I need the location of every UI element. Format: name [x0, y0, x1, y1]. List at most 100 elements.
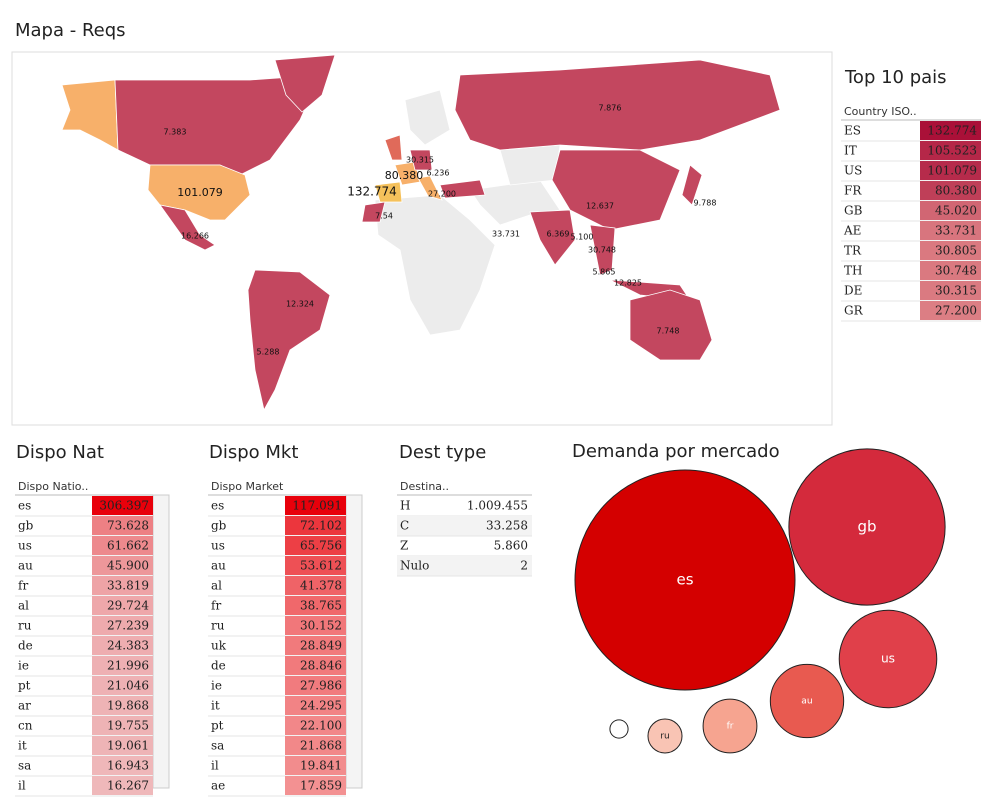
- map-label: 9.788: [694, 199, 717, 208]
- row-value: 72.102: [300, 519, 342, 533]
- dispo-nat-title: Dispo Nat: [16, 442, 104, 463]
- country: [409, 149, 433, 171]
- country: [454, 59, 781, 151]
- heat-cell: [92, 516, 153, 535]
- row-key: es: [211, 499, 224, 513]
- row-value: 33.258: [486, 519, 528, 533]
- heat-cell: [920, 201, 981, 220]
- row-value: 38.765: [300, 599, 342, 613]
- row-value: 33.731: [935, 224, 977, 238]
- row-key: al: [211, 579, 222, 593]
- row-key: il: [211, 759, 219, 773]
- row-value: 5.860: [494, 539, 528, 553]
- heat-cell: [920, 161, 981, 180]
- row-band: [397, 516, 532, 536]
- row-key: de: [18, 639, 33, 653]
- row-key: uk: [211, 639, 227, 653]
- map-label: 5.865: [593, 268, 616, 277]
- row-key: US: [844, 164, 862, 178]
- bubble-label: us: [881, 652, 895, 666]
- row-key: TH: [844, 264, 862, 278]
- row-key: Nulo: [400, 559, 429, 573]
- row-key: AE: [843, 224, 861, 238]
- table-header: Country ISO..: [844, 105, 917, 118]
- heat-cell: [920, 261, 981, 280]
- heat-cell: [920, 181, 981, 200]
- country: [589, 224, 616, 276]
- map-label: 16.266: [181, 232, 209, 241]
- row-value: 27.239: [107, 619, 149, 633]
- heat-cell: [92, 676, 153, 695]
- row-value: 41.378: [300, 579, 342, 593]
- dispo-mkt-title: Dispo Mkt: [209, 442, 298, 463]
- heat-cell: [92, 636, 153, 655]
- table-header: Dispo Market: [211, 480, 284, 493]
- row-key: ae: [211, 779, 225, 793]
- row-key: sa: [211, 739, 224, 753]
- map-label: 12.825: [614, 279, 642, 288]
- row-value: 19.841: [300, 759, 342, 773]
- bubble: [647, 718, 683, 754]
- heat-cell: [285, 596, 346, 615]
- country: [247, 269, 331, 412]
- row-value: 30.805: [935, 244, 977, 258]
- heat-cell: [92, 656, 153, 675]
- country: [681, 164, 703, 206]
- table-header: Destina..: [400, 480, 449, 493]
- country: [159, 204, 216, 251]
- row-value: 105.523: [927, 144, 977, 158]
- heat-cell: [920, 281, 981, 300]
- row-value: 19.061: [107, 739, 149, 753]
- heat-cell: [285, 776, 346, 795]
- row-value: 45.900: [107, 559, 149, 573]
- country: [147, 164, 251, 221]
- row-key: GB: [844, 204, 863, 218]
- row-key: ie: [211, 679, 222, 693]
- row-value: 306.397: [99, 499, 149, 513]
- bubble-label: es: [676, 571, 693, 589]
- map-label: 132.774: [347, 185, 397, 199]
- row-key: ar: [18, 699, 31, 713]
- row-key: us: [211, 539, 225, 553]
- country: [551, 149, 681, 231]
- bubble: [574, 469, 796, 691]
- row-value: 30.748: [935, 264, 977, 278]
- row-value: 28.849: [300, 639, 342, 653]
- bubble-label: ru: [660, 732, 669, 742]
- row-value: 117.091: [292, 499, 342, 513]
- heat-cell: [285, 676, 346, 695]
- country: [439, 179, 486, 199]
- row-key: gb: [211, 519, 227, 533]
- row-value: 27.986: [300, 679, 342, 693]
- bubble: [702, 698, 758, 754]
- demanda-title: Demanda por mercado: [572, 441, 780, 462]
- row-key: Z: [400, 539, 408, 553]
- heat-cell: [285, 496, 346, 515]
- heat-cell: [92, 776, 153, 795]
- map-label: 101.079: [177, 186, 223, 199]
- row-value: 22.100: [300, 719, 342, 733]
- heat-cell: [920, 121, 981, 140]
- row-value: 30.152: [300, 619, 342, 633]
- row-value: 16.943: [107, 759, 149, 773]
- bubble-label: au: [801, 696, 812, 707]
- scrollbar[interactable]: [345, 494, 363, 789]
- map-label: 7.876: [599, 104, 622, 113]
- row-key: ru: [211, 619, 225, 633]
- map-label: 30.748: [588, 246, 616, 255]
- country: [417, 175, 443, 201]
- row-value: 29.724: [107, 599, 149, 613]
- row-key: fr: [211, 599, 221, 613]
- heat-cell: [920, 141, 981, 160]
- row-key: C: [400, 519, 409, 533]
- bubble-label: gb: [857, 518, 876, 536]
- row-value: 21.046: [107, 679, 149, 693]
- heat-cell: [285, 656, 346, 675]
- map-label: 6.369: [547, 230, 570, 239]
- scrollbar[interactable]: [152, 494, 170, 789]
- bubble: [769, 663, 845, 739]
- heat-cell: [92, 716, 153, 735]
- heat-cell: [285, 576, 346, 595]
- row-value: 27.200: [935, 304, 977, 318]
